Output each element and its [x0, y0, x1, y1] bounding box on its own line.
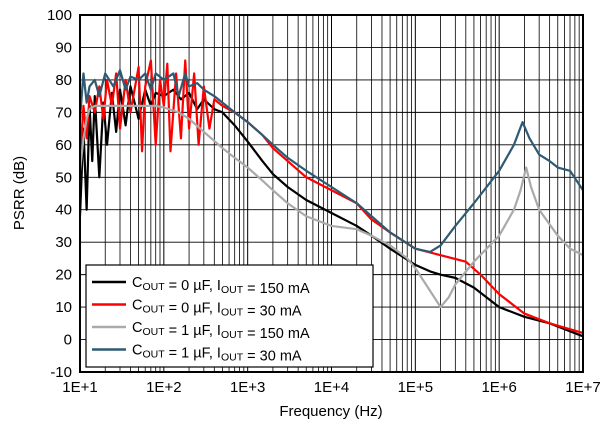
- y-tick-label: 80: [55, 72, 72, 89]
- legend-box: [85, 264, 374, 368]
- y-tick-label: 90: [55, 39, 72, 56]
- y-tick-label: 30: [55, 234, 72, 251]
- x-tick-labels: 1E+1 1E+2 1E+3 1E+4 1E+5 1E+6 1E+7: [62, 379, 600, 396]
- y-tick-labels: -10 0 10 20 30 40 50 60 70 80 90 100: [47, 7, 72, 381]
- x-tick-label: 1E+1: [62, 379, 97, 396]
- x-tick-label: 1E+4: [314, 379, 349, 396]
- x-tick-label: 1E+2: [146, 379, 181, 396]
- series-line-4: [80, 69, 583, 254]
- y-tick-label: 50: [55, 169, 72, 186]
- y-tick-label: 40: [55, 202, 72, 219]
- y-tick-label: 0: [64, 332, 72, 349]
- y-tick-label: -10: [50, 364, 72, 381]
- x-tick-label: 1E+5: [398, 379, 433, 396]
- series-line-3: [80, 104, 583, 309]
- plot-frame: [79, 14, 584, 373]
- x-tick-label: 1E+3: [230, 379, 265, 396]
- series-group: [80, 59, 583, 338]
- x-axis-label: Frequency (Hz): [279, 403, 382, 420]
- y-tick-label: 20: [55, 267, 72, 284]
- legend-entry: COUT = 0 µF, IOUT = 150 mA: [132, 275, 310, 297]
- x-tick-label: 1E+7: [565, 379, 600, 396]
- y-tick-label: 100: [47, 7, 72, 24]
- x-tick-label: 1E+6: [481, 379, 516, 396]
- y-axis-label: PSRR (dB): [11, 156, 28, 230]
- y-tick-label: 70: [55, 104, 72, 121]
- legend-entry: COUT = 1 µF, IOUT = 150 mA: [132, 320, 310, 342]
- legend-entry: COUT = 1 µF, IOUT = 30 mA: [132, 343, 302, 365]
- y-tick-label: 60: [55, 137, 72, 154]
- legend-entry: COUT = 0 µF, IOUT = 30 mA: [132, 298, 302, 320]
- y-tick-label: 10: [55, 299, 72, 316]
